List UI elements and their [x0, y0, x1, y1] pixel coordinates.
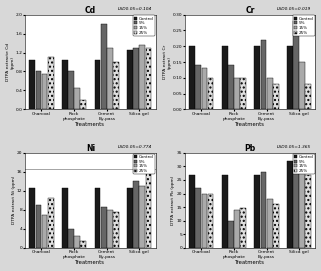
Bar [222, 175, 228, 248]
Bar [299, 162, 305, 248]
Bar [74, 236, 80, 248]
Bar [48, 57, 54, 109]
Bar [95, 188, 100, 248]
Bar [255, 175, 260, 248]
Bar [139, 186, 145, 248]
Bar [228, 221, 234, 248]
Title: Cd: Cd [85, 6, 96, 15]
Bar [208, 78, 213, 109]
Bar [107, 210, 113, 248]
Bar [273, 204, 279, 248]
X-axis label: Treatments: Treatments [75, 260, 105, 265]
Bar [195, 188, 201, 248]
X-axis label: Treatments: Treatments [75, 122, 105, 127]
Legend: Control, 5%, 15%, 25%: Control, 5%, 15%, 25% [293, 15, 315, 36]
Bar [101, 24, 107, 109]
Bar [202, 193, 207, 248]
Bar [101, 207, 107, 248]
Bar [68, 229, 74, 248]
Y-axis label: DTPA extracte Cd
(ppm): DTPA extracte Cd (ppm) [5, 43, 14, 81]
Bar [113, 62, 119, 109]
Bar [287, 161, 293, 248]
Legend: Control, 5%, 15%, 25%: Control, 5%, 15%, 25% [293, 154, 315, 174]
Y-axis label: DTPA extract Ni (ppm): DTPA extract Ni (ppm) [12, 176, 15, 224]
Bar [228, 65, 234, 109]
Bar [240, 208, 246, 248]
Bar [195, 65, 201, 109]
Text: LSD0.05=0.104: LSD0.05=0.104 [117, 7, 152, 11]
Bar [240, 78, 246, 109]
Bar [189, 175, 195, 248]
Bar [293, 21, 299, 109]
Text: LSD0.05=0.774: LSD0.05=0.774 [117, 145, 152, 149]
Bar [36, 205, 41, 248]
Title: Pb: Pb [245, 144, 256, 153]
Bar [293, 164, 299, 248]
Bar [42, 215, 48, 248]
Bar [189, 46, 195, 109]
Bar [202, 68, 207, 109]
Legend: Control, 5%, 15%, 25%: Control, 5%, 15%, 25% [133, 154, 155, 174]
Bar [30, 188, 35, 248]
Text: LSD0.05=0.019: LSD0.05=0.019 [277, 7, 312, 11]
Bar [261, 40, 266, 109]
Bar [145, 48, 152, 109]
Bar [62, 188, 68, 248]
Bar [267, 199, 273, 248]
Bar [30, 60, 35, 109]
Bar [74, 88, 80, 109]
Bar [261, 172, 266, 248]
Title: Ni: Ni [86, 144, 95, 153]
X-axis label: Treatments: Treatments [235, 122, 265, 127]
Bar [80, 100, 86, 109]
X-axis label: Treatments: Treatments [235, 260, 265, 265]
Bar [48, 198, 54, 248]
Bar [305, 175, 311, 248]
Bar [139, 46, 145, 109]
Bar [234, 78, 240, 109]
Legend: Control, 5%, 15%, 25%: Control, 5%, 15%, 25% [133, 15, 155, 36]
Y-axis label: DTPA extract Pb (ppm): DTPA extract Pb (ppm) [171, 176, 175, 225]
Bar [299, 62, 305, 109]
Bar [145, 169, 152, 248]
Bar [36, 72, 41, 109]
Bar [255, 46, 260, 109]
Bar [127, 50, 133, 109]
Y-axis label: DTPA extract Cr
(ppm): DTPA extract Cr (ppm) [162, 45, 171, 79]
Bar [133, 48, 139, 109]
Bar [273, 84, 279, 109]
Bar [68, 72, 74, 109]
Title: Cr: Cr [246, 6, 255, 15]
Text: LSD0.05=1.365: LSD0.05=1.365 [277, 145, 312, 149]
Bar [42, 74, 48, 109]
Bar [113, 212, 119, 248]
Bar [267, 78, 273, 109]
Bar [127, 188, 133, 248]
Bar [95, 60, 100, 109]
Bar [234, 210, 240, 248]
Bar [62, 60, 68, 109]
Bar [287, 46, 293, 109]
Bar [305, 84, 311, 109]
Bar [222, 46, 228, 109]
Bar [208, 193, 213, 248]
Bar [80, 241, 86, 248]
Bar [107, 48, 113, 109]
Bar [133, 181, 139, 248]
